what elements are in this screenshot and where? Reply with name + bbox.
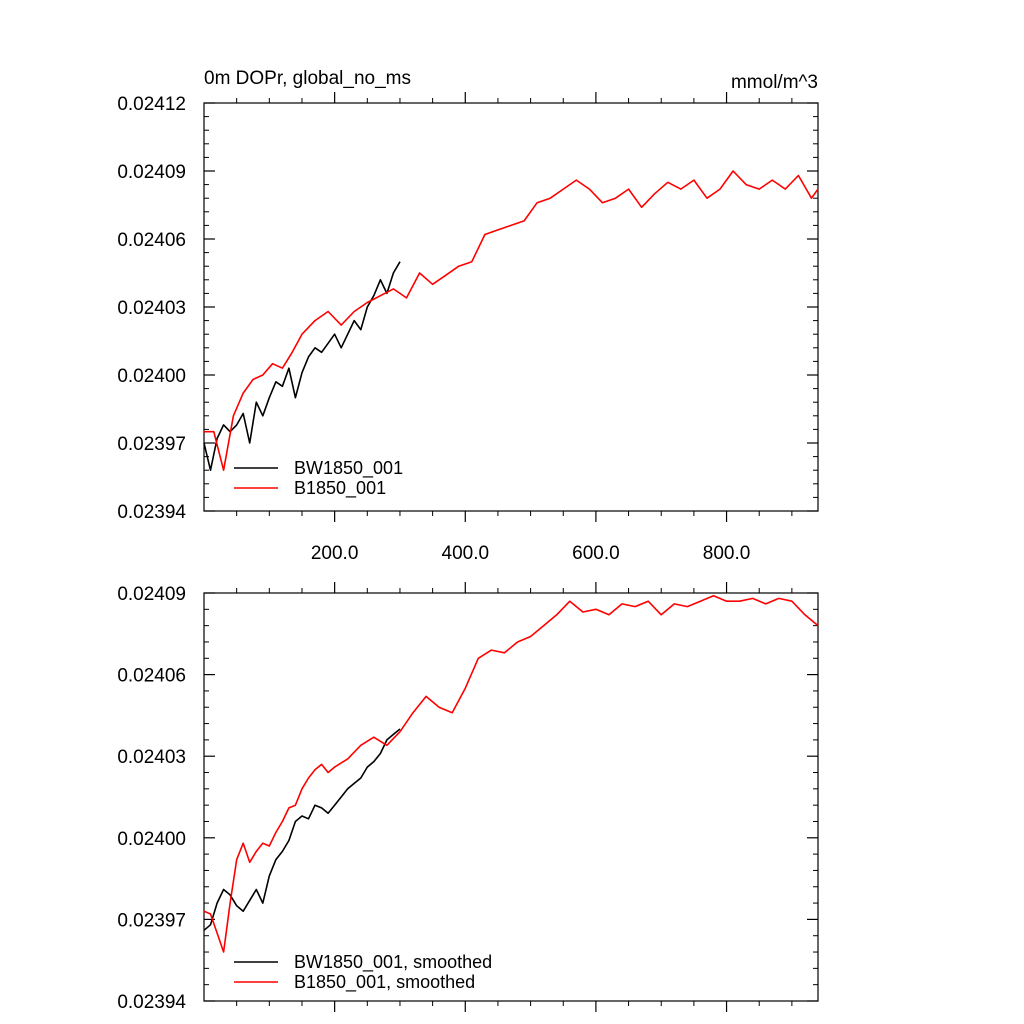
x-tick-label: 600.0 xyxy=(572,543,620,564)
y-tick-label: 0.02397 xyxy=(117,434,186,455)
plot-frame xyxy=(203,592,819,1002)
y-tick-label: 0.02412 xyxy=(117,94,186,115)
legend-label: B1850_001, smoothed xyxy=(294,972,475,993)
legend-label: B1850_001 xyxy=(294,478,386,499)
legend-label: BW1850_001 xyxy=(294,458,403,479)
y-tick-label: 0.02406 xyxy=(117,230,186,251)
top-panel: 0m DOPr, global_no_ms mmol/m^3 0.02394 0.… xyxy=(117,68,819,564)
legend-label: BW1850_001, smoothed xyxy=(294,952,492,973)
series-line-b1850 xyxy=(203,594,819,953)
series-line-b1850 xyxy=(204,170,819,472)
y-tick-label: 0.02394 xyxy=(117,502,186,523)
y-tick-label: 0.02406 xyxy=(117,666,186,687)
series-line-bw1850 xyxy=(203,728,401,931)
y-tick-label: 0.02400 xyxy=(117,829,186,850)
y-tick-label: 0.02397 xyxy=(117,910,186,931)
chart-title: 0m DOPr, global_no_ms xyxy=(204,68,411,89)
y-tick-label: 0.02403 xyxy=(117,298,186,319)
y-tick-label: 0.02403 xyxy=(117,747,186,768)
x-tick-label: 400.0 xyxy=(442,543,490,564)
y-tick-label: 0.02394 xyxy=(117,992,186,1013)
x-tick-label: 200.0 xyxy=(311,543,359,564)
plot-frame xyxy=(203,102,819,512)
y-tick-label: 0.02409 xyxy=(117,162,186,183)
y-tick-label: 0.02400 xyxy=(117,366,186,387)
x-tick-label: 800.0 xyxy=(703,543,751,564)
y-tick-label: 0.02409 xyxy=(117,584,186,605)
bottom-panel: 0.02394 0.02397 0.02400 0.02403 0.02406 0.024… xyxy=(117,582,819,1013)
unit-label: mmol/m^3 xyxy=(731,72,818,93)
series-line-bw1850 xyxy=(203,261,401,472)
